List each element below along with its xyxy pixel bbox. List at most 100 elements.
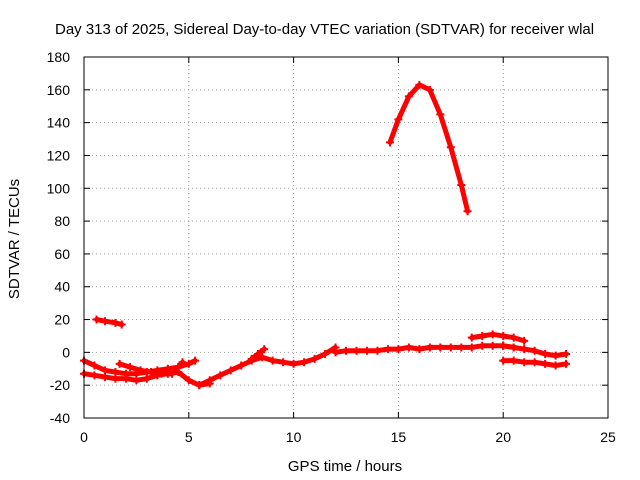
series-arc-4: [115, 358, 187, 378]
data-point: [404, 92, 413, 101]
data-point: [425, 343, 434, 352]
data-point: [467, 343, 476, 352]
series-arc-8: [386, 80, 472, 216]
data-point: [157, 369, 166, 378]
data-point: [467, 333, 476, 342]
x-tick-label: 20: [495, 429, 511, 445]
data-point: [352, 346, 361, 355]
y-tick-label: 140: [47, 115, 71, 131]
data-point: [226, 366, 235, 375]
data-point: [551, 351, 560, 360]
x-tick-label: 10: [286, 429, 302, 445]
data-point: [111, 374, 120, 383]
data-point: [100, 372, 109, 381]
data-point: [457, 180, 466, 189]
data-point: [446, 143, 455, 152]
data-point: [362, 346, 371, 355]
series-arc-5: [195, 343, 340, 390]
series-line: [333, 343, 517, 355]
y-tick-label: 40: [54, 279, 70, 295]
series-arc-10: [499, 341, 571, 360]
data-point: [100, 317, 109, 326]
data-point: [394, 115, 403, 124]
data-point: [342, 346, 350, 355]
data-point: [258, 353, 267, 362]
data-point: [205, 376, 214, 385]
data-point: [457, 343, 466, 352]
data-point: [509, 356, 518, 365]
series-arc-9: [467, 330, 529, 345]
y-tick-label: 180: [47, 49, 71, 65]
data-point: [115, 359, 124, 368]
data-point: [520, 345, 529, 354]
data-point: [142, 374, 151, 383]
data-point: [386, 138, 395, 147]
data-point: [279, 358, 288, 367]
x-tick-label: 0: [80, 429, 88, 445]
chart-title: Day 313 of 2025, Sidereal Day-to-day VTE…: [55, 21, 594, 38]
data-point: [117, 320, 126, 329]
y-tick-label: -20: [50, 377, 70, 393]
data-point: [90, 371, 99, 380]
data-point: [463, 207, 472, 216]
data-point: [509, 333, 518, 342]
series-arc-7: [331, 341, 518, 357]
y-tick-label: 100: [47, 180, 71, 196]
data-point: [562, 359, 571, 368]
data-point: [260, 345, 269, 354]
x-tick-label: 5: [185, 429, 193, 445]
data-point: [415, 80, 424, 89]
data-point: [174, 363, 183, 372]
data-point: [373, 346, 382, 355]
data-point: [404, 343, 413, 352]
data-point: [499, 341, 508, 350]
data-point: [541, 359, 550, 368]
data-point: [168, 369, 177, 378]
data-point: [195, 381, 204, 390]
data-point: [415, 345, 424, 354]
data-point: [321, 350, 330, 359]
x-tick-label: 15: [391, 429, 407, 445]
data-point: [331, 348, 340, 357]
series-arc-3: [80, 368, 214, 390]
data-point: [310, 354, 319, 363]
data-point: [289, 359, 298, 368]
series-arc-11: [499, 356, 571, 370]
data-point: [300, 358, 309, 367]
data-point: [191, 356, 200, 365]
y-tick-label: 20: [54, 312, 70, 328]
data-point: [132, 376, 141, 385]
data-point: [530, 358, 539, 367]
data-point: [436, 110, 445, 119]
y-tick-label: 80: [54, 213, 70, 229]
data-point: [499, 356, 508, 365]
series-arc-2: [92, 315, 126, 329]
y-axis-title: SDTVAR / TECUs: [6, 179, 23, 299]
data-point: [488, 341, 497, 350]
data-point: [253, 350, 262, 359]
data-point: [478, 341, 487, 350]
data-point: [478, 331, 487, 340]
data-point: [425, 85, 434, 94]
data-point: [126, 363, 135, 372]
data-point: [237, 361, 246, 370]
data-point: [509, 343, 518, 352]
x-axis-title: GPS time / hours: [288, 458, 402, 475]
data-point: [562, 350, 571, 359]
data-point: [520, 358, 529, 367]
y-tick-label: 0: [62, 344, 70, 360]
data-point: [268, 356, 277, 365]
y-tick-label: 120: [47, 147, 71, 163]
data-point: [92, 315, 101, 324]
data-point: [184, 376, 193, 385]
data-point: [394, 345, 403, 354]
data-point: [247, 354, 256, 363]
data-point: [446, 343, 455, 352]
data-point: [530, 346, 539, 355]
series-line: [387, 82, 471, 214]
plot-frame: [83, 56, 609, 419]
data-point: [541, 350, 550, 359]
series-line: [196, 344, 338, 388]
y-tick-label: 60: [54, 246, 70, 262]
data-point: [551, 361, 560, 370]
